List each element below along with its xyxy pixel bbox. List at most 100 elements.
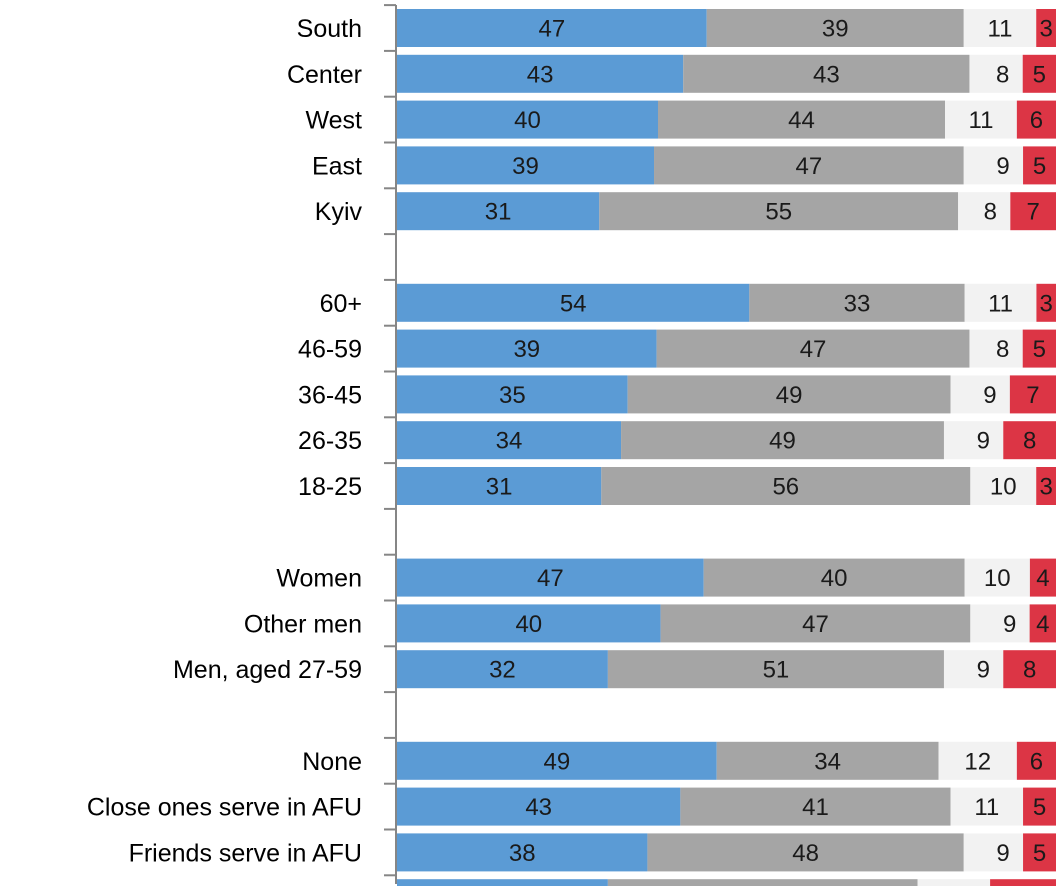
data-label: 3 [1039,474,1052,501]
data-label: 49 [769,428,796,455]
data-label: 7 [1026,382,1039,409]
data-label: 4 [1036,565,1049,592]
bar-segment-red [1003,650,1056,689]
data-label: 54 [560,290,587,317]
data-label: 9 [983,382,996,409]
data-label: 47 [800,336,827,363]
bar-segment-red [1003,421,1056,460]
bar-segment-blue [397,283,750,322]
bar-segment-gray [749,283,965,322]
bar-segment-red [1036,9,1056,47]
category-label: East [312,152,362,180]
data-label: 3 [1039,16,1052,43]
data-label: 31 [486,474,513,501]
bar-segment-blue [397,54,684,93]
data-label: 7 [1026,199,1039,226]
data-label: 47 [539,16,566,43]
bar-segment-gray [607,879,918,886]
bar-segment-gray [680,787,951,826]
bar-segment-blue [397,604,661,643]
bar-segment-light [970,604,1030,643]
category-label: None [302,748,362,776]
data-label: 40 [821,565,848,592]
bar-segment-light [964,283,1037,322]
data-label: 32 [489,657,516,684]
bar-segment-gray [654,146,964,185]
bar-segment-gray [656,329,970,368]
bar-segment-gray [716,741,939,780]
bar-segment-blue [397,558,704,597]
bar-segment-blue [397,100,658,139]
bar-segment-red [1029,558,1056,597]
bar-segment-light [963,9,1037,47]
bar-segment-red [1016,741,1056,780]
category-label: Close ones serve in AFU [87,794,362,822]
data-label: 47 [537,565,564,592]
data-label: 8 [1023,428,1036,455]
data-label: 6 [1030,107,1043,134]
category-label: 60+ [320,290,362,318]
bar-segment-red [1036,283,1056,322]
bar-segment-gray [683,54,970,93]
data-label: 43 [527,61,554,88]
bar-segment-blue [397,467,602,505]
bar-segment-light [958,192,1011,231]
data-label: 10 [990,474,1017,501]
bar-segment-light [969,54,1023,93]
data-label: 9 [977,428,990,455]
category-label: 46-59 [298,336,362,364]
data-label: 43 [525,794,552,821]
data-label: 9 [996,840,1009,867]
category-label: Other men [244,610,362,638]
bar-segment-blue [397,741,717,780]
data-label: 33 [844,290,871,317]
bar-segment-light [938,741,1017,780]
bar-segment-red [1029,604,1056,643]
bar-segment-red [1023,146,1056,185]
bar-segment-gray [599,192,959,231]
category-label: South [297,15,362,43]
bar-segment-gray [601,467,971,505]
category-label: 18-25 [298,473,362,501]
data-label: 6 [1030,748,1043,775]
bar-segment-blue [397,650,608,689]
bar-segment-gray [703,558,965,597]
category-label: Men, aged 27-59 [173,656,362,684]
bar-segment-red [1023,833,1056,872]
bar-segment-red [1010,192,1056,231]
category-label: Friends serve in AFU [129,839,362,867]
data-label: 35 [499,382,526,409]
bar-segment-red [1023,787,1056,826]
bar-segment-gray [706,9,964,47]
data-label: 5 [1033,153,1046,180]
data-label: 9 [977,657,990,684]
data-label: 9 [1003,611,1016,638]
data-label: 5 [1033,840,1046,867]
data-label: 11 [988,290,1013,317]
bar-segment-gray [660,604,971,643]
bar-segment-red [1022,329,1056,368]
data-label: 44 [788,107,815,134]
data-label: 51 [763,657,790,684]
category-label: 26-35 [298,427,362,455]
data-label: 10 [984,565,1011,592]
data-label: 43 [813,61,840,88]
bar-segment-gray [657,100,946,139]
bar-segment-light [964,558,1030,597]
bar-segment-red [1022,54,1056,93]
category-label: 36-45 [298,381,362,409]
bar-segment-blue [397,421,622,460]
data-label: 38 [509,840,536,867]
bar-segment-blue [397,9,707,47]
bar-segment-light [963,146,1024,185]
data-label: 49 [544,748,571,775]
category-label: Center [287,61,362,89]
data-label: 8 [984,199,997,226]
category-label: Women [276,565,362,593]
bar-segment-blue [397,146,655,185]
bar-segment-blue [397,329,657,368]
data-label: 41 [802,794,829,821]
bar-segment-blue [397,833,648,872]
data-label: 12 [964,748,991,775]
data-label: 56 [772,474,799,501]
